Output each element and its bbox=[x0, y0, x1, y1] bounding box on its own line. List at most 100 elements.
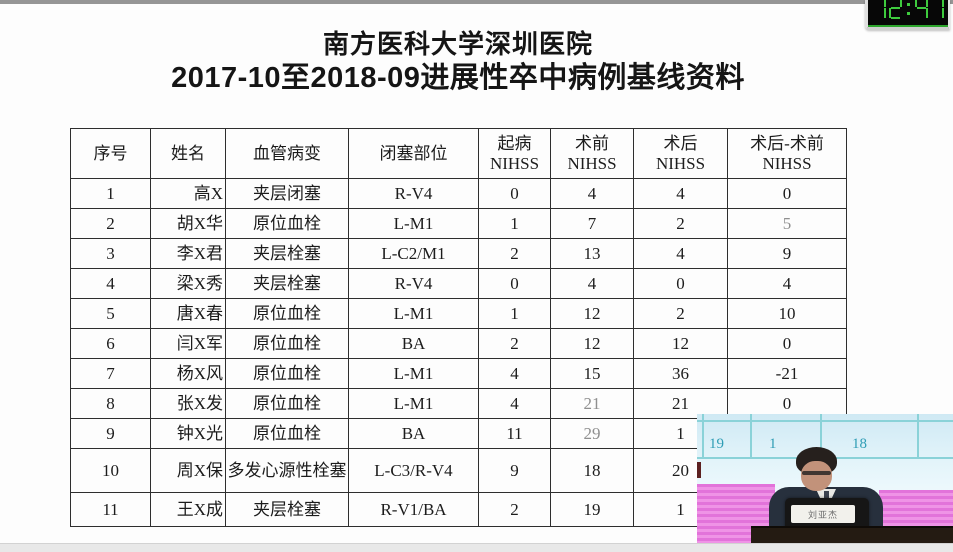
table-cell: 4 bbox=[633, 178, 728, 209]
table-cell: 原位血栓 bbox=[225, 208, 349, 239]
stage-decor bbox=[697, 462, 701, 478]
table-cell: 原位血栓 bbox=[225, 358, 349, 389]
table-cell: 7 bbox=[70, 358, 151, 389]
table-cell: 王X成 bbox=[150, 492, 226, 527]
digital-clock bbox=[865, 0, 950, 30]
table-cell: L-C3/R-V4 bbox=[348, 448, 479, 493]
clock-time bbox=[873, 0, 947, 19]
table-cell: 多发心源性栓塞 bbox=[225, 448, 349, 493]
table-cell: 4 bbox=[478, 388, 551, 419]
table-cell: 12 bbox=[550, 298, 634, 329]
table-cell: 19 bbox=[550, 492, 634, 527]
screen-grid-line bbox=[917, 414, 919, 459]
table-cell: 5 bbox=[727, 208, 847, 239]
speaker-face bbox=[801, 461, 832, 491]
table-cell: 0 bbox=[478, 178, 551, 209]
table-cell: 21 bbox=[633, 388, 728, 419]
column-header: 起病 NIHSS bbox=[478, 128, 551, 179]
table-row: 8 张X发 原位血栓 L-M1 4 21 21 0 bbox=[70, 388, 847, 419]
table-cell: 2 bbox=[633, 208, 728, 239]
table-cell: 1 bbox=[478, 298, 551, 329]
table-cell: 李X君 bbox=[150, 238, 226, 269]
table-cell: 4 bbox=[727, 268, 847, 299]
table-cell: R-V4 bbox=[348, 178, 479, 209]
table-cell: R-V4 bbox=[348, 268, 479, 299]
table-cell: 原位血栓 bbox=[225, 418, 349, 449]
table-cell: 夹层栓塞 bbox=[225, 238, 349, 269]
clock-digit bbox=[915, 0, 928, 19]
table-cell: 15 bbox=[550, 358, 634, 389]
table-cell: 4 bbox=[478, 358, 551, 389]
bottom-gray-bar bbox=[0, 543, 953, 552]
speaker-video-overlay: 19 1 18 刘亚杰 bbox=[697, 414, 953, 543]
table-row: 4 梁X秀 夹层栓塞 R-V4 0 4 0 4 bbox=[70, 268, 847, 299]
table-cell: 夹层闭塞 bbox=[225, 178, 349, 209]
table-cell: 7 bbox=[550, 208, 634, 239]
table-cell: 2 bbox=[478, 238, 551, 269]
table-cell: 2 bbox=[633, 298, 728, 329]
table-cell: 12 bbox=[550, 328, 634, 359]
table-header-row: 序号 姓名 血管病变 闭塞部位 起病 NIHSS 术前 NIHSS 术后 NIHSS 术后-术… bbox=[70, 128, 847, 179]
table-cell: BA bbox=[348, 418, 479, 449]
table-cell: 10 bbox=[727, 298, 847, 329]
table-row: 1 高X 夹层闭塞 R-V4 0 4 4 0 bbox=[70, 178, 847, 209]
screen-grid-line bbox=[820, 414, 822, 459]
screen-table-value: 18 bbox=[852, 436, 867, 452]
column-header: 闭塞部位 bbox=[348, 128, 479, 179]
table-cell: 9 bbox=[70, 418, 151, 449]
table-cell: 原位血栓 bbox=[225, 298, 349, 329]
table-cell: 21 bbox=[550, 388, 634, 419]
table-cell: 梁X秀 bbox=[150, 268, 226, 299]
table-cell: 4 bbox=[550, 268, 634, 299]
slide-title-line2: 2017-10至2018-09进展性卒中病例基线资料 bbox=[171, 61, 745, 94]
table-cell: 4 bbox=[550, 178, 634, 209]
table-cell: 29 bbox=[550, 418, 634, 449]
table-cell: 13 bbox=[550, 238, 634, 269]
table-cell: 0 bbox=[727, 328, 847, 359]
screen-table-value: 1 bbox=[769, 436, 777, 452]
table-cell: 11 bbox=[70, 492, 151, 527]
table-cell: 胡X华 bbox=[150, 208, 226, 239]
table-cell: 1 bbox=[70, 178, 151, 209]
clock-colon bbox=[905, 0, 912, 19]
column-header: 术后-术前 NIHSS bbox=[727, 128, 847, 179]
column-header: 姓名 bbox=[150, 128, 226, 179]
table-cell: 6 bbox=[70, 328, 151, 359]
table-row: 7 杨X风 原位血栓 L-M1 4 15 36 -21 bbox=[70, 358, 847, 389]
cases-table: 序号 姓名 血管病变 闭塞部位 起病 NIHSS 术前 NIHSS 术后 NIHSS 术后-术… bbox=[70, 128, 847, 527]
table-cell: 4 bbox=[70, 268, 151, 299]
table-cell: 9 bbox=[727, 238, 847, 269]
table-cell: 9 bbox=[478, 448, 551, 493]
speaker-glasses bbox=[802, 471, 831, 475]
table-cell: BA bbox=[348, 328, 479, 359]
clock-digit bbox=[873, 0, 886, 19]
podium bbox=[751, 526, 953, 543]
table-cell: 原位血栓 bbox=[225, 328, 349, 359]
table-cell: 杨X风 bbox=[150, 358, 226, 389]
table-cell: 10 bbox=[70, 448, 151, 493]
table-cell: 0 bbox=[633, 268, 728, 299]
table-row: 2 胡X华 原位血栓 L-M1 1 7 2 5 bbox=[70, 208, 847, 239]
table-cell: 3 bbox=[70, 238, 151, 269]
top-gray-bar bbox=[0, 0, 953, 4]
table-cell: -21 bbox=[727, 358, 847, 389]
table-cell: 8 bbox=[70, 388, 151, 419]
table-cell: 2 bbox=[478, 328, 551, 359]
table-cell: 1 bbox=[478, 208, 551, 239]
column-header: 术后 NIHSS bbox=[633, 128, 728, 179]
screen-table-value: 19 bbox=[709, 436, 724, 452]
table-cell: 2 bbox=[70, 208, 151, 239]
table-cell: 18 bbox=[550, 448, 634, 493]
table-cell: L-M1 bbox=[348, 298, 479, 329]
slide-title-line1: 南方医科大学深圳医院 bbox=[322, 29, 593, 59]
table-cell: R-V1/BA bbox=[348, 492, 479, 527]
table-cell: 夹层栓塞 bbox=[225, 268, 349, 299]
table-cell: L-M1 bbox=[348, 388, 479, 419]
screen-grid-line bbox=[702, 414, 704, 459]
table-cell: 2 bbox=[478, 492, 551, 527]
clock-digit bbox=[889, 0, 902, 19]
table-row: 5 唐X春 原位血栓 L-M1 1 12 2 10 bbox=[70, 298, 847, 329]
table-cell: 4 bbox=[633, 238, 728, 269]
table-cell: 钟X光 bbox=[150, 418, 226, 449]
speaker-name-card: 刘亚杰 bbox=[791, 505, 855, 523]
